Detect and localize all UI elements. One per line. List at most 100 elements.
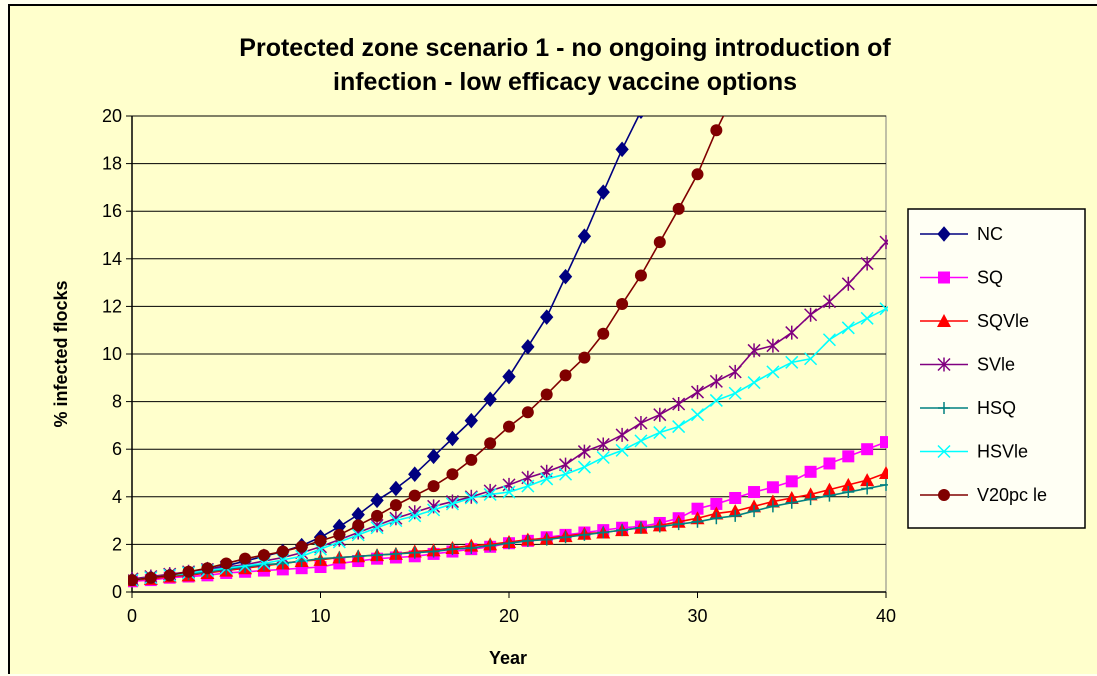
data-point (371, 509, 384, 522)
data-point (578, 351, 591, 364)
data-point (710, 497, 723, 510)
data-point (690, 385, 705, 400)
data-point (880, 478, 888, 491)
legend-item: V20pc le (920, 485, 1047, 505)
data-point (389, 514, 403, 528)
chart-title-line-2: infection - low efficacy vaccine options (333, 68, 797, 96)
x-tick-label: 40 (876, 606, 896, 626)
data-point (559, 467, 573, 481)
data-point (860, 473, 875, 487)
data-point (823, 489, 836, 502)
data-point (446, 468, 459, 481)
legend-label: HSQ (977, 398, 1016, 418)
x-axis-label: Year (489, 648, 527, 668)
y-tick-label: 14 (102, 249, 122, 269)
data-point (333, 528, 346, 541)
data-point (445, 430, 460, 447)
legend-item: NC (920, 224, 1003, 244)
x-tick-label: 10 (310, 606, 330, 626)
data-point (464, 491, 478, 505)
data-point (766, 365, 780, 379)
data-point (371, 549, 384, 562)
data-point (484, 539, 497, 552)
data-point (314, 534, 327, 547)
data-point (766, 481, 779, 494)
data-point (408, 466, 422, 482)
legend-marker (938, 271, 950, 284)
data-point (710, 124, 723, 137)
y-tick-labels: 0 2 4 6 8 10 12 14 16 18 20 (102, 106, 122, 602)
data-point (822, 333, 836, 347)
data-point (201, 562, 214, 575)
data-point (464, 412, 478, 429)
data-point (785, 325, 799, 340)
data-point (634, 269, 647, 282)
data-point (389, 499, 402, 512)
data-point (352, 550, 365, 563)
data-point (823, 457, 836, 470)
data-point (841, 477, 856, 491)
data-point (596, 184, 610, 200)
data-point (616, 298, 629, 311)
data-point (559, 531, 572, 544)
data-point (483, 487, 497, 501)
gridlines (132, 115, 886, 545)
data-point (239, 552, 252, 565)
data-point (503, 420, 515, 433)
data-point (370, 492, 384, 509)
x-tick-label: 0 (127, 606, 137, 626)
legend-label: SQ (977, 268, 1003, 288)
data-point (577, 228, 592, 244)
legend: NC SQ SQVle SVle HSQ HSVle V20pc le (907, 208, 1086, 529)
data-point (389, 547, 402, 560)
data-point (879, 466, 888, 479)
data-point (653, 407, 667, 422)
data-point (220, 557, 233, 570)
legend-marker (937, 226, 951, 242)
series-group (128, 116, 888, 588)
legend-marker (937, 444, 951, 459)
legend-box (907, 208, 1086, 529)
data-point (804, 493, 817, 506)
data-point (182, 565, 195, 578)
data-point (615, 427, 629, 442)
data-point (540, 472, 554, 486)
y-tick-label: 18 (102, 154, 122, 174)
data-point (577, 444, 591, 459)
data-point (484, 437, 497, 450)
data-point (634, 521, 647, 534)
data-point (540, 533, 553, 546)
data-point (597, 327, 610, 340)
data-point (540, 388, 553, 401)
data-point (861, 443, 874, 456)
data-point (690, 408, 705, 422)
data-point (502, 368, 516, 385)
data-point (748, 505, 761, 518)
data-point (540, 309, 554, 325)
y-tick-label: 8 (112, 392, 122, 412)
data-point (729, 509, 742, 522)
y-tick-label: 20 (102, 106, 122, 126)
series-6 (128, 116, 725, 587)
data-point (728, 386, 742, 400)
data-point (295, 549, 309, 563)
y-tick-label: 4 (112, 487, 122, 507)
data-point (634, 416, 648, 431)
data-point (747, 343, 761, 358)
data-point (747, 376, 761, 390)
legend-item: SQVle (920, 311, 1029, 331)
data-point (128, 574, 138, 587)
legend-item: HSVle (920, 442, 1028, 462)
y-axis-label: % infected flocks (51, 280, 71, 427)
data-point (861, 482, 874, 495)
data-point (785, 355, 799, 369)
data-point (766, 338, 780, 353)
data-point (521, 406, 534, 419)
legend-item: SVle (920, 355, 1015, 375)
data-point (728, 364, 742, 379)
data-point (822, 294, 836, 309)
data-point (426, 448, 441, 465)
data-point (408, 546, 421, 559)
data-point (521, 339, 535, 355)
data-point (766, 500, 779, 513)
